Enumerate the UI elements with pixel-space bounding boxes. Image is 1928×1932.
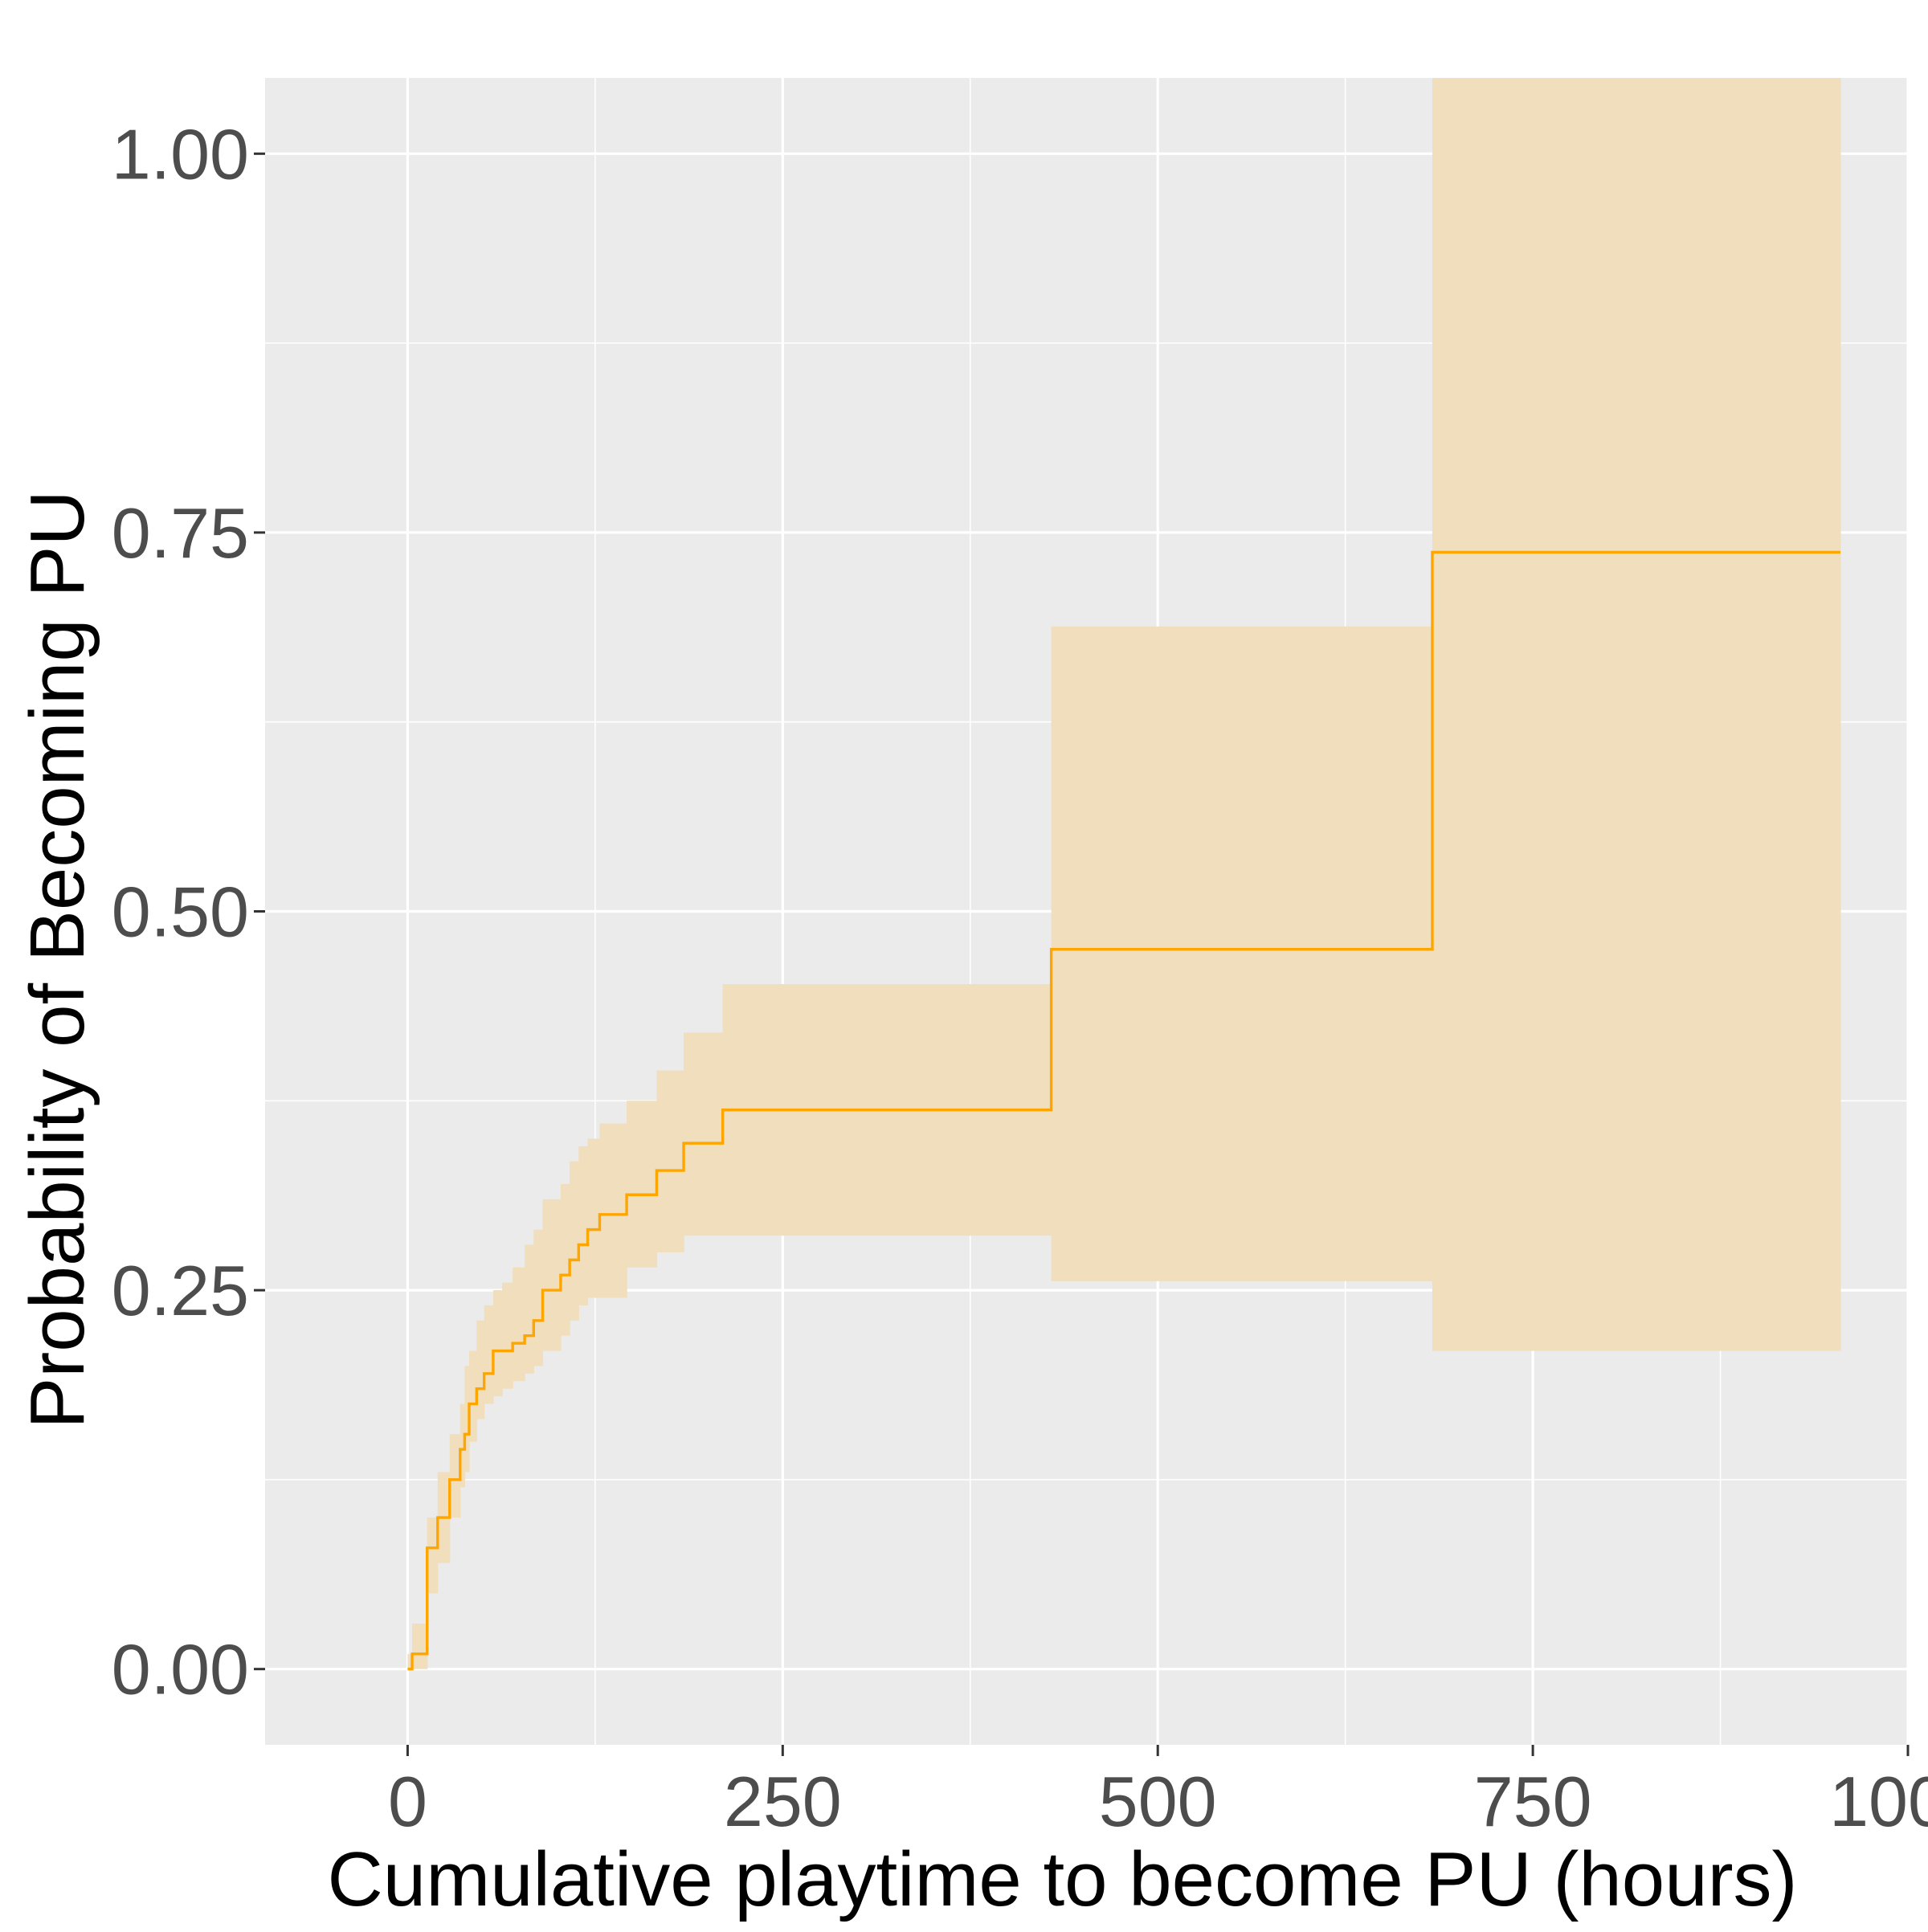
y-axis: 0.00 0.25 0.50 0.75 1.00 xyxy=(112,114,265,1709)
confidence-band-segment xyxy=(578,1146,589,1305)
y-tick-label: 0.25 xyxy=(112,1251,249,1330)
confidence-band-segment xyxy=(525,1244,534,1374)
confidence-band-segment xyxy=(533,1229,544,1366)
confidence-band-segment xyxy=(412,1624,428,1669)
series-step-line xyxy=(407,550,1840,1671)
confidence-band-segment xyxy=(468,1350,477,1442)
y-tick-label: 0.50 xyxy=(112,872,249,952)
y-tick-label: 1.00 xyxy=(112,114,249,194)
confidence-band-segment xyxy=(427,1517,439,1594)
confidence-band-segment xyxy=(502,1282,513,1389)
x-axis-title: Cumulative playtime to become PU (hours) xyxy=(327,1836,1797,1922)
confidence-band xyxy=(407,78,1841,1669)
confidence-band-segment xyxy=(407,1653,413,1669)
confidence-band-segment xyxy=(1051,626,1433,1281)
x-tick-label: 250 xyxy=(724,1762,842,1841)
confidence-band-segment xyxy=(476,1320,485,1419)
y-tick-label: 0.75 xyxy=(112,493,249,573)
x-tick-label: 0 xyxy=(388,1762,427,1841)
confidence-band-segment xyxy=(627,1101,658,1268)
confidence-band-segment xyxy=(542,1199,562,1351)
confidence-band-segment xyxy=(1432,78,1841,1351)
confidence-band-segment xyxy=(560,1184,570,1336)
confidence-band-segment xyxy=(656,1070,684,1252)
confidence-band-segment xyxy=(513,1267,525,1382)
x-tick-label: 500 xyxy=(1099,1762,1217,1841)
confidence-band-segment xyxy=(587,1138,601,1298)
confidence-band-segment xyxy=(570,1161,579,1321)
confidence-band-segment xyxy=(484,1305,494,1404)
x-tick-label: 750 xyxy=(1474,1762,1592,1841)
confidence-band-segment xyxy=(599,1123,627,1298)
confidence-band-segment xyxy=(460,1403,465,1488)
confidence-band-segment xyxy=(449,1434,461,1518)
confidence-band-segment xyxy=(492,1290,503,1397)
confidence-band-segment xyxy=(684,1032,724,1236)
y-tick-label: 0.00 xyxy=(112,1630,249,1709)
confidence-band-segment xyxy=(464,1366,470,1472)
y-axis-title: Probability of Becoming PU xyxy=(14,490,100,1429)
